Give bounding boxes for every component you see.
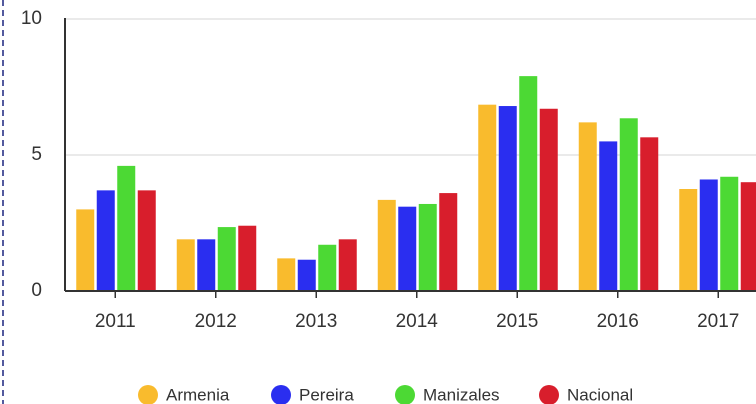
legend-label: Manizales: [423, 385, 500, 404]
x-tick-label: 2017: [697, 311, 739, 332]
bar: [117, 165, 136, 291]
legend-label: Armenia: [166, 385, 230, 404]
bar: [498, 106, 517, 291]
bar: [338, 239, 357, 291]
y-tick-label: 10: [21, 8, 42, 29]
bar: [377, 199, 396, 291]
bar: [297, 259, 316, 291]
legend-swatch: [271, 385, 291, 404]
bar: [197, 239, 216, 291]
bar: [740, 182, 756, 291]
bar: [720, 176, 739, 291]
bar: [418, 203, 437, 291]
legend-label: Pereira: [299, 385, 354, 404]
bar: [217, 227, 236, 291]
bar: [238, 225, 257, 291]
legend-swatch: [138, 385, 158, 404]
bar: [76, 209, 95, 291]
x-tick-label: 2014: [396, 311, 439, 332]
bar: [679, 189, 698, 291]
bar: [277, 258, 296, 291]
bar: [578, 122, 597, 291]
y-tick-label: 5: [31, 144, 42, 165]
bar: [619, 118, 638, 291]
bar: [640, 137, 659, 291]
legend-label: Nacional: [567, 385, 633, 404]
x-tick-label: 2011: [95, 311, 136, 332]
bar: [318, 244, 337, 291]
x-tick-label: 2016: [597, 311, 639, 332]
legend-swatch: [539, 385, 559, 404]
bar: [478, 104, 497, 292]
bar: [96, 190, 115, 291]
x-tick-label: 2013: [295, 311, 337, 332]
bar: [519, 76, 538, 292]
legend-swatch: [395, 385, 415, 404]
bar: [439, 193, 458, 291]
bar: [398, 206, 417, 291]
y-tick-label: 0: [31, 280, 42, 301]
bar: [176, 239, 195, 291]
bar: [539, 108, 558, 291]
bar: [137, 190, 156, 291]
x-tick-label: 2015: [496, 311, 538, 332]
bar: [599, 141, 618, 291]
bar: [699, 179, 718, 291]
x-tick-label: 2012: [195, 311, 237, 332]
